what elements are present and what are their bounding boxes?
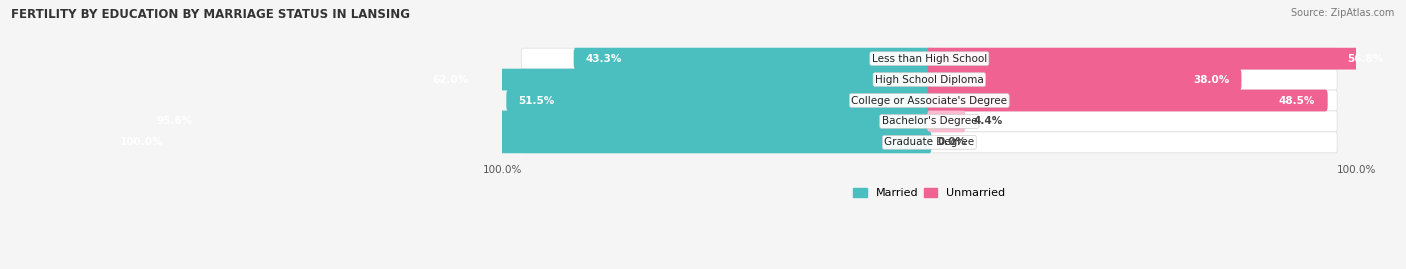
Text: 48.5%: 48.5%: [1279, 95, 1316, 105]
FancyBboxPatch shape: [522, 48, 1337, 69]
Legend: Married, Unmarried: Married, Unmarried: [849, 183, 1010, 203]
Text: 100.0%: 100.0%: [121, 137, 163, 147]
Text: 56.8%: 56.8%: [1347, 54, 1384, 64]
Text: 51.5%: 51.5%: [519, 95, 555, 105]
FancyBboxPatch shape: [522, 90, 1337, 111]
FancyBboxPatch shape: [108, 132, 931, 153]
FancyBboxPatch shape: [927, 69, 1241, 90]
Text: FERTILITY BY EDUCATION BY MARRIAGE STATUS IN LANSING: FERTILITY BY EDUCATION BY MARRIAGE STATU…: [11, 8, 411, 21]
Text: High School Diploma: High School Diploma: [875, 75, 984, 84]
FancyBboxPatch shape: [522, 132, 1337, 153]
Text: College or Associate's Degree: College or Associate's Degree: [851, 95, 1007, 105]
Text: 38.0%: 38.0%: [1192, 75, 1229, 84]
FancyBboxPatch shape: [927, 111, 966, 132]
FancyBboxPatch shape: [927, 90, 1327, 111]
Text: Less than High School: Less than High School: [872, 54, 987, 64]
FancyBboxPatch shape: [506, 90, 931, 111]
Text: 95.6%: 95.6%: [156, 116, 193, 126]
FancyBboxPatch shape: [927, 48, 1396, 69]
Text: 4.4%: 4.4%: [974, 116, 1002, 126]
Text: 0.0%: 0.0%: [938, 137, 966, 147]
FancyBboxPatch shape: [143, 111, 931, 132]
Text: 62.0%: 62.0%: [433, 75, 468, 84]
FancyBboxPatch shape: [420, 69, 931, 90]
Text: Graduate Degree: Graduate Degree: [884, 137, 974, 147]
FancyBboxPatch shape: [522, 69, 1337, 90]
FancyBboxPatch shape: [522, 111, 1337, 132]
Text: Bachelor's Degree: Bachelor's Degree: [882, 116, 977, 126]
FancyBboxPatch shape: [574, 48, 931, 69]
Text: 43.3%: 43.3%: [586, 54, 623, 64]
Text: Source: ZipAtlas.com: Source: ZipAtlas.com: [1291, 8, 1395, 18]
